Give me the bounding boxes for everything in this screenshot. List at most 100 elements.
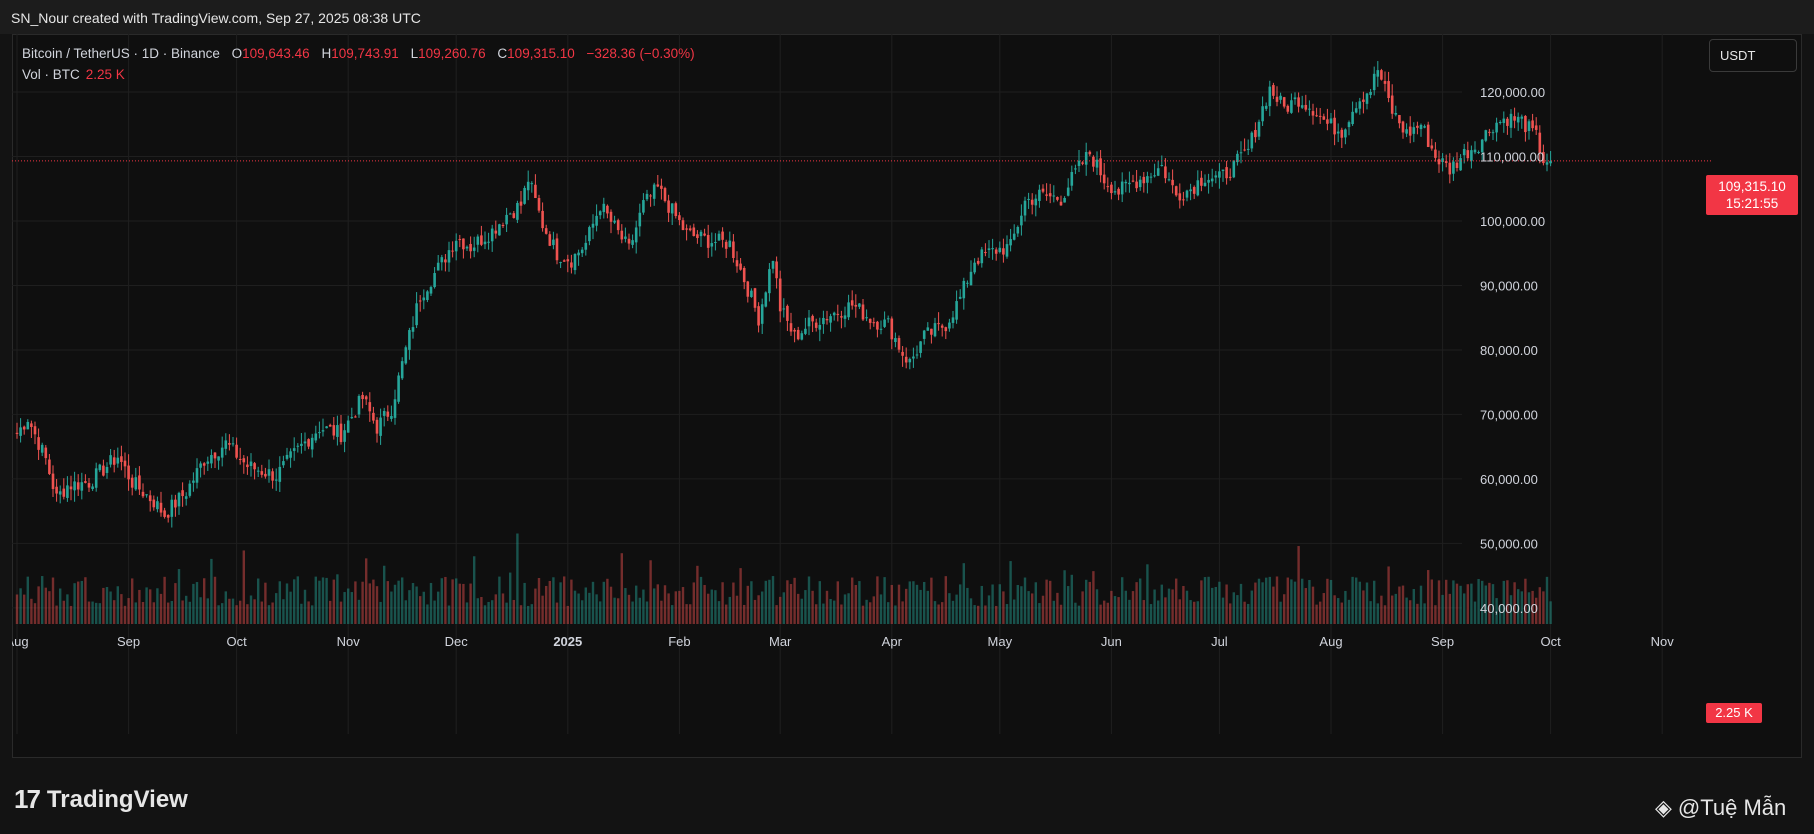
candle-body (692, 227, 696, 237)
currency-button[interactable]: USDT (1709, 39, 1797, 72)
volume-bar (354, 581, 357, 624)
volume-bar (1319, 601, 1322, 624)
candle-body (555, 238, 559, 261)
volume-bar (285, 583, 289, 624)
candle-body (1250, 132, 1254, 149)
candle-body (760, 304, 764, 324)
volume-bar (80, 580, 83, 624)
volume-bar (224, 591, 227, 624)
volume-bar (620, 553, 623, 624)
volume-bar (923, 581, 926, 624)
volume-bar (1023, 577, 1027, 624)
candle-body (1128, 182, 1131, 185)
volume-bar (87, 601, 91, 624)
volume-bar (109, 591, 112, 624)
volume-bar (15, 594, 19, 624)
volume-bar (195, 582, 199, 624)
volume-bar (379, 601, 382, 624)
volume-bar (1121, 577, 1124, 624)
volume-bar (1203, 577, 1207, 624)
volume-bar (174, 583, 177, 624)
candle-body (1023, 200, 1027, 216)
candle-body (62, 488, 66, 497)
candle-body (98, 464, 102, 471)
candle-body (1491, 132, 1495, 134)
volume-bar (1045, 579, 1048, 624)
candle-body (192, 480, 195, 483)
candle-body (174, 499, 177, 508)
volume-bar (890, 584, 893, 624)
candle-body (1380, 70, 1383, 80)
candle-body (408, 330, 411, 350)
candle-body (505, 214, 508, 225)
symbol-name[interactable]: Bitcoin / TetherUS · 1D · Binance (22, 46, 220, 61)
candle-body (764, 292, 768, 307)
volume-bar (1347, 599, 1351, 624)
candle-body (177, 492, 181, 507)
candle-body (886, 318, 890, 320)
volume-bar (645, 601, 649, 624)
candle-body (1426, 124, 1430, 147)
volume-bar (422, 591, 425, 624)
candle-body (361, 394, 364, 400)
volume-bar (1020, 586, 1023, 624)
candle-body (1405, 129, 1408, 134)
volume-bar (37, 586, 40, 624)
candle-body (724, 241, 728, 249)
candle-body (249, 461, 253, 467)
candle-body (1246, 148, 1250, 150)
candle-body (19, 427, 22, 436)
tradingview-logo[interactable]: 17 TradingView (14, 784, 188, 815)
volume-bar (761, 591, 764, 624)
volume-bar (440, 578, 443, 624)
candle-body (242, 458, 246, 463)
candle-body (580, 249, 584, 254)
candle-body (94, 468, 98, 488)
candle-body (48, 459, 51, 474)
time-tick-label: Sep (117, 634, 140, 649)
volume-bar (545, 585, 548, 624)
candle-body (984, 252, 987, 254)
volume-bar (1459, 585, 1462, 624)
volume-bar (437, 591, 440, 624)
chart-panel[interactable] (12, 34, 1802, 758)
volume-bar (1182, 585, 1185, 624)
candle-body (33, 426, 37, 435)
volume-bar (131, 578, 134, 624)
volume-label[interactable]: Vol · BTC (22, 67, 80, 82)
candle-body (1135, 181, 1138, 189)
volume-value: 2.25 K (85, 67, 125, 82)
candle-body (652, 184, 656, 199)
volume-bar (977, 605, 980, 624)
volume-bar (289, 591, 292, 624)
candle-body (1344, 129, 1347, 138)
top-bar: SN_Nour created with TradingView.com, Se… (0, 0, 1814, 34)
volume-bar (1419, 585, 1423, 624)
volume-bar (1257, 578, 1261, 624)
volume-bar (1538, 587, 1541, 624)
candle-body (282, 461, 285, 466)
volume-bar (519, 605, 523, 624)
volume-bar (656, 584, 659, 624)
candle-body (598, 211, 602, 216)
volume-bar (779, 596, 782, 624)
candle-body (1513, 116, 1516, 121)
volume-bar (329, 600, 332, 624)
volume-bar (447, 605, 451, 624)
volume-bar (1513, 582, 1516, 624)
volume-bar (1059, 604, 1063, 624)
volume-bar (948, 593, 951, 624)
candlestick-chart[interactable]: 120,000.00 110,000.00 100,000.00 90,000.00 8… (12, 34, 1802, 758)
volume-bar (95, 602, 98, 624)
price-tick-label: 100,000.00 (1480, 214, 1545, 229)
volume-bar (1081, 591, 1084, 624)
candle-body (1527, 121, 1531, 132)
volume-bar (1200, 580, 1203, 624)
volume-bar (1005, 604, 1009, 624)
volume-bar (941, 602, 944, 624)
candle-body (1358, 101, 1362, 109)
candle-body (674, 203, 678, 217)
candle-body (487, 241, 490, 243)
volume-bar (221, 603, 224, 624)
volume-bar (1279, 601, 1282, 624)
